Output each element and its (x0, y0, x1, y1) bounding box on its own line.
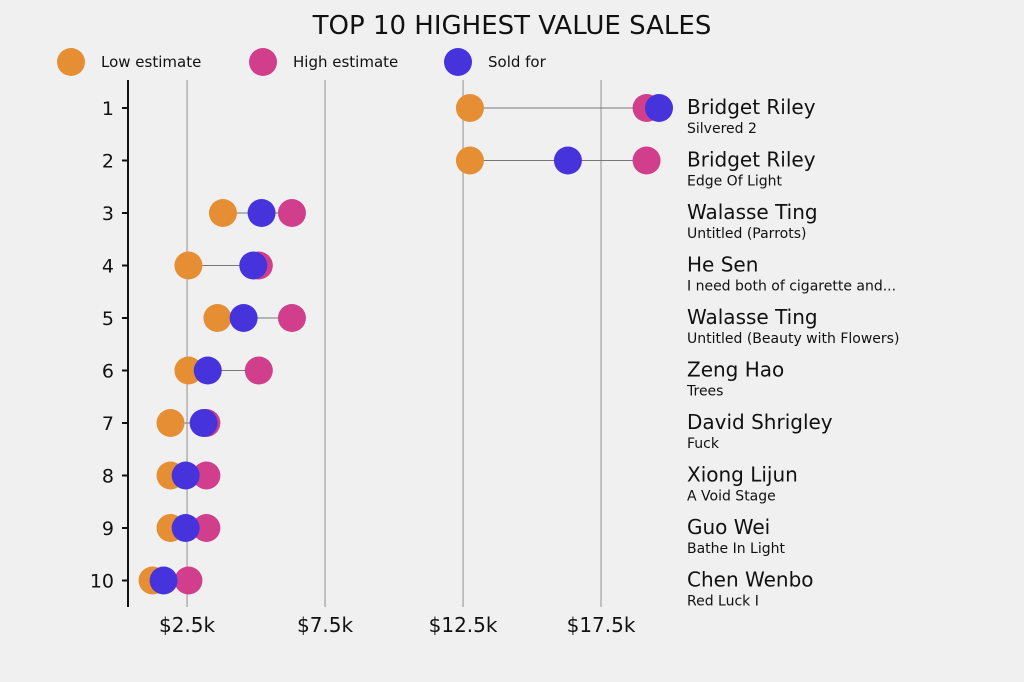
row-5: 5 Walasse Ting Untitled (Beauty with Flowe… (102, 304, 899, 347)
sold-for-dot (193, 356, 222, 385)
artist-name: Bridget Riley (687, 148, 816, 172)
artwork-title: Silvered 2 (687, 121, 757, 137)
x-tick-label: $7.5k (297, 613, 354, 637)
sold-for-dot (171, 514, 200, 542)
gridlines: $2.5k $7.5k $12.5k $17.5k (159, 80, 636, 637)
sold-for-dot (247, 199, 276, 227)
artwork-title: Fuck (687, 436, 720, 452)
row-9: 9 Guo Wei Bathe In Light (102, 514, 786, 557)
artist-name: David Shrigley (687, 410, 833, 434)
low-estimate-dot (174, 251, 203, 280)
legend-marker-2 (444, 48, 472, 76)
artist-name: Bridget Riley (687, 95, 816, 119)
artwork-title: Edge Of Light (687, 174, 783, 190)
row-6: 6 Zeng Hao Trees (102, 356, 784, 400)
artist-name: Guo Wei (687, 515, 770, 539)
sold-for-dot (229, 304, 258, 332)
artwork-title: A Void Stage (687, 489, 776, 505)
sold-for-dot (189, 409, 218, 437)
sold-for-dot (239, 251, 268, 280)
rank-label: 6 (102, 361, 114, 383)
low-estimate-dot (455, 146, 484, 175)
low-estimate-dot (156, 409, 185, 437)
low-estimate-dot (174, 356, 203, 385)
rank-label: 9 (102, 518, 114, 540)
rank-label: 2 (102, 151, 114, 173)
artist-name: Walasse Ting (687, 305, 818, 329)
artist-name: Xiong Lijun (687, 463, 798, 487)
artwork-title: I need both of cigarette and... (687, 279, 896, 295)
chart-title: TOP 10 HIGHEST VALUE SALES (312, 11, 712, 41)
row-2: 2 Bridget Riley Edge Of Light (102, 146, 816, 190)
sold-for-dot (553, 146, 582, 175)
row-3: 3 Walasse Ting Untitled (Parrots) (102, 199, 818, 242)
high-estimate-dot (244, 356, 273, 385)
artwork-title: Bathe In Light (687, 541, 786, 557)
artwork-title: Trees (686, 384, 723, 400)
high-estimate-dot (174, 566, 203, 595)
legend: Low estimate High estimate Sold for (57, 48, 547, 76)
row-10: 10 Chen Wenbo Red Luck I (90, 566, 814, 610)
rank-label: 10 (90, 571, 114, 593)
x-tick-label: $2.5k (159, 613, 216, 637)
artwork-title: Untitled (Parrots) (687, 226, 806, 242)
artist-name: Walasse Ting (687, 200, 818, 224)
rank-label: 1 (102, 98, 114, 120)
artist-name: Zeng Hao (687, 358, 784, 382)
row-1: 1 Bridget Riley Silvered 2 (102, 94, 816, 137)
high-estimate-dot (277, 304, 306, 332)
legend-label: Low estimate (101, 53, 201, 71)
rank-label: 8 (102, 466, 114, 488)
row-8: 8 Xiong Lijun A Void Stage (102, 461, 798, 505)
low-estimate-dot (203, 304, 232, 332)
high-estimate-dot (192, 461, 221, 490)
low-estimate-dot (455, 94, 484, 122)
legend-label: High estimate (293, 53, 398, 71)
artist-name: He Sen (687, 253, 758, 277)
artist-name: Chen Wenbo (687, 568, 814, 592)
rank-label: 7 (102, 413, 114, 435)
rank-label: 3 (102, 203, 114, 225)
high-estimate-dot (192, 514, 221, 542)
artwork-title: Untitled (Beauty with Flowers) (687, 331, 899, 347)
sold-for-dot (149, 566, 178, 595)
row-4: 4 He Sen I need both of cigarette and... (102, 251, 896, 295)
low-estimate-dot (208, 199, 237, 227)
x-tick-label: $12.5k (429, 613, 498, 637)
sold-for-dot (645, 94, 673, 122)
artwork-title: Red Luck I (687, 594, 759, 610)
rank-label: 5 (102, 308, 114, 330)
legend-marker-1 (249, 48, 277, 76)
legend-marker-0 (57, 48, 85, 76)
rank-label: 4 (102, 256, 114, 278)
x-tick-label: $17.5k (567, 613, 636, 637)
high-estimate-dot (277, 199, 306, 227)
high-estimate-dot (632, 146, 661, 175)
sold-for-dot (171, 461, 200, 490)
legend-label: Sold for (488, 53, 547, 71)
row-7: 7 David Shrigley Fuck (102, 409, 833, 452)
rows: 1 Bridget Riley Silvered 2 2 Bridget Riley Ed… (90, 94, 899, 610)
